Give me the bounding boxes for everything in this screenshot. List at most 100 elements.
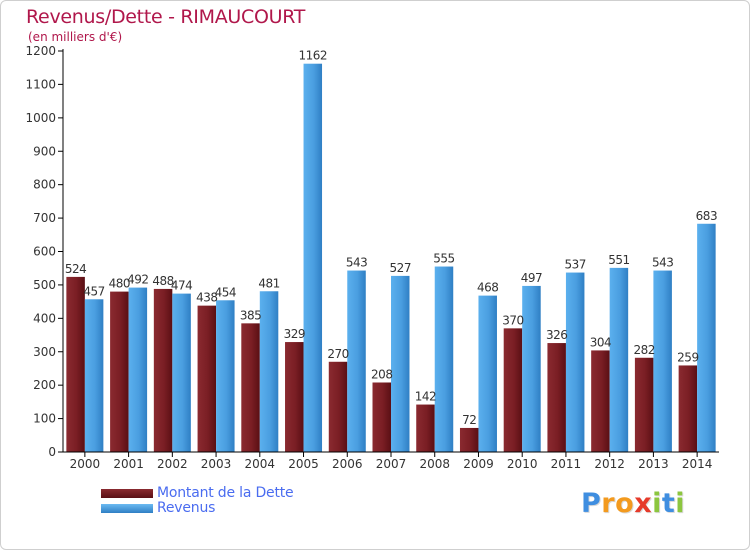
logo-letter: P: [581, 488, 602, 519]
value-label-dette: 72: [462, 413, 476, 427]
y-axis: 0 100 200 300 400 500 600 700 800 900 1000 1100 1200: [25, 44, 64, 459]
value-label-dette: 326: [546, 328, 567, 342]
bar-dette: [110, 291, 129, 452]
x-tick-label: 2014: [682, 457, 713, 471]
x-tick-label: 2001: [113, 457, 144, 471]
bar-revenus: [434, 266, 454, 452]
logo-letter: r: [601, 488, 616, 519]
y-tick-label: 500: [33, 278, 56, 292]
x-tick-label: 2008: [419, 457, 450, 471]
value-label-dette: 142: [415, 390, 436, 404]
x-tick-label: 2013: [638, 457, 669, 471]
logo-letter: i: [675, 488, 686, 519]
logo-letter: x: [634, 488, 653, 519]
value-label-dette: 480: [109, 277, 130, 291]
y-tick-label: 0: [48, 445, 56, 459]
y-tick-label: 800: [33, 178, 56, 192]
bar-dette: [66, 276, 85, 452]
x-tick-label: 2000: [70, 457, 101, 471]
bar-dette: [547, 343, 566, 452]
bar-dette: [634, 357, 654, 452]
x-tick-label: 2007: [376, 457, 407, 471]
bar-revenus: [478, 295, 497, 452]
bar-revenus: [172, 293, 191, 452]
value-label-revenus: 543: [652, 256, 673, 270]
value-label-dette: 282: [633, 343, 654, 357]
bar-revenus: [697, 223, 716, 452]
bar-dette: [503, 328, 523, 452]
chart-subtitle: (en milliers d'€): [28, 30, 123, 44]
value-label-dette: 208: [371, 367, 392, 381]
bar-dette: [416, 404, 435, 452]
value-label-revenus: 481: [258, 276, 279, 290]
value-label-revenus: 454: [215, 285, 236, 299]
value-label-dette: 304: [590, 335, 611, 349]
value-label-dette: 259: [677, 350, 698, 364]
value-label-dette: 370: [502, 313, 523, 327]
bar-revenus: [84, 299, 104, 452]
y-tick-label: 200: [33, 378, 56, 392]
logo-letter: o: [615, 488, 635, 519]
legend-label-dette: Montant de la Dette: [157, 485, 294, 501]
y-tick-label: 1100: [25, 77, 56, 91]
value-label-dette: 438: [196, 291, 217, 305]
legend-swatch-dette: [101, 489, 153, 498]
x-tick-label: 2005: [288, 457, 319, 471]
bar-revenus: [522, 285, 541, 452]
x-tick-label: 2002: [157, 457, 188, 471]
bar-dette: [153, 288, 173, 452]
value-label-revenus: 457: [83, 284, 104, 298]
y-tick-label: 1200: [25, 44, 56, 58]
bar-revenus: [259, 291, 279, 452]
bar-revenus: [653, 270, 672, 452]
x-tick-label: 2009: [463, 457, 494, 471]
bar-revenus: [216, 300, 235, 452]
value-label-dette: 329: [284, 327, 305, 341]
value-label-revenus: 555: [433, 252, 454, 266]
value-label-dette: 524: [65, 262, 86, 276]
legend-label-revenus: Revenus: [157, 500, 216, 516]
x-tick-label: 2010: [507, 457, 538, 471]
x-tick-label: 2011: [551, 457, 582, 471]
value-label-dette: 488: [152, 274, 173, 288]
y-tick-label: 400: [33, 311, 56, 325]
value-label-dette: 385: [240, 308, 261, 322]
bar-dette: [591, 350, 610, 452]
legend-swatch-revenus: [101, 504, 153, 513]
chart-title: Revenus/Dette - RIMAUCOURT: [26, 6, 306, 28]
logo-letter: t: [661, 488, 676, 519]
bar-revenus: [609, 267, 629, 452]
bar-dette: [241, 323, 260, 452]
y-tick-label: 100: [33, 412, 56, 426]
bar-dette: [372, 382, 391, 452]
value-label-revenus: 497: [521, 271, 542, 285]
y-tick-label: 700: [33, 211, 56, 225]
bar-revenus: [391, 275, 410, 452]
bar-revenus: [128, 287, 148, 452]
value-label-revenus: 468: [477, 281, 498, 295]
proxiti-logo: Proxiti: [581, 488, 685, 519]
logo-letter: i: [652, 488, 662, 519]
bar-dette: [459, 427, 479, 452]
x-tick-label: 2003: [201, 457, 232, 471]
x-tick-label: 2012: [594, 457, 625, 471]
bar-dette: [328, 361, 348, 452]
value-label-revenus: 527: [390, 261, 411, 275]
bar-dette: [197, 305, 217, 452]
bar-dette: [678, 365, 698, 452]
bar-revenus: [565, 272, 585, 452]
value-label-revenus: 543: [346, 256, 367, 270]
value-label-revenus: 537: [564, 258, 585, 272]
bar-revenus: [303, 63, 323, 452]
bar-revenus: [347, 270, 366, 452]
x-tick-label: 2004: [245, 457, 276, 471]
bar-dette: [285, 342, 304, 452]
y-tick-label: 300: [33, 345, 56, 359]
value-label-revenus: 551: [608, 253, 629, 267]
y-tick-label: 900: [33, 144, 56, 158]
value-label-revenus: 492: [127, 273, 148, 287]
y-tick-label: 600: [33, 245, 56, 259]
